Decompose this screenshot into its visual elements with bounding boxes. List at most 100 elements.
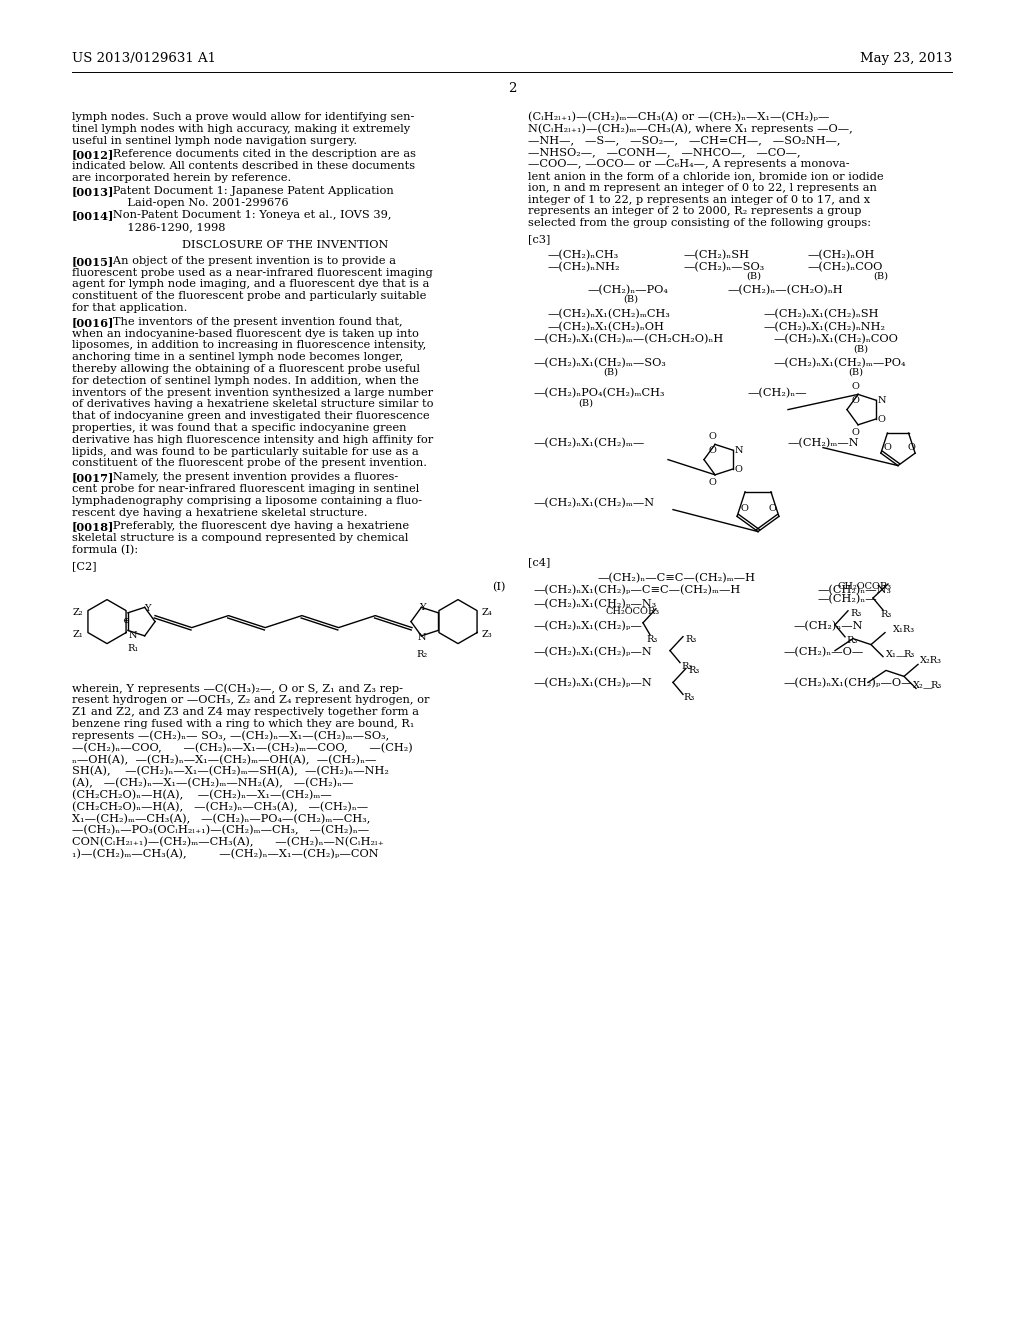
Text: [c4]: [c4] [528, 557, 550, 568]
Text: —(CH₂)ₙ—N₃: —(CH₂)ₙ—N₃ [818, 585, 892, 595]
Text: [0016]: [0016] [72, 317, 115, 327]
Text: —(CH₂)ₙX₁(CH₂)ₚ—N: —(CH₂)ₙX₁(CH₂)ₚ—N [534, 647, 651, 657]
Text: R₃: R₃ [685, 635, 696, 644]
Text: Z₁: Z₁ [73, 630, 84, 639]
Text: [0014]: [0014] [72, 210, 115, 222]
Text: —(CH₂)ₙ—: —(CH₂)ₙ— [748, 388, 808, 397]
Text: R₁: R₁ [127, 644, 138, 652]
Text: X₁: X₁ [886, 649, 897, 659]
Text: —COO—, —OCO— or —C₆H₄—, A represents a monova-: —COO—, —OCO— or —C₆H₄—, A represents a m… [528, 160, 850, 169]
Text: represents —(CH₂)ₙ— SO₃, —(CH₂)ₙ—X₁—(CH₂)ₘ—SO₃,: represents —(CH₂)ₙ— SO₃, —(CH₂)ₙ—X₁—(CH₂… [72, 731, 389, 742]
Text: —NH—,   —S—,   —SO₂—,   —CH=CH—,   —SO₂NH—,: —NH—, —S—, —SO₂—, —CH=CH—, —SO₂NH—, [528, 136, 841, 145]
Text: —(CH₂)ₙCH₃: —(CH₂)ₙCH₃ [548, 249, 620, 260]
Text: —(CH₂)ₘ—N: —(CH₂)ₘ—N [788, 438, 859, 447]
Text: [0015]: [0015] [72, 256, 115, 267]
Text: (B): (B) [853, 345, 868, 354]
Text: fluorescent probe used as a near-infrared fluorescent imaging: fluorescent probe used as a near-infrare… [72, 268, 433, 277]
Text: O: O [851, 428, 859, 437]
Text: cent probe for near-infrared fluorescent imaging in sentinel: cent probe for near-infrared fluorescent… [72, 484, 419, 494]
Text: R₃: R₃ [846, 636, 857, 644]
Text: anchoring time in a sentinel lymph node becomes longer,: anchoring time in a sentinel lymph node … [72, 352, 403, 362]
Text: represents an integer of 2 to 2000, R₂ represents a group: represents an integer of 2 to 2000, R₂ r… [528, 206, 861, 216]
Text: Z₃: Z₃ [482, 630, 493, 639]
Text: —(CH₂)ₙ—PO₃(OCₗH₂ₗ₊₁)—(CH₂)ₘ—CH₃,   —(CH₂)ₙ—: —(CH₂)ₙ—PO₃(OCₗH₂ₗ₊₁)—(CH₂)ₘ—CH₃, —(CH₂)… [72, 825, 369, 836]
Text: —(CH₂)ₙ—N: —(CH₂)ₙ—N [793, 620, 862, 631]
Text: tinel lymph nodes with high accuracy, making it extremely: tinel lymph nodes with high accuracy, ma… [72, 124, 411, 133]
Text: May 23, 2013: May 23, 2013 [860, 51, 952, 65]
Text: Namely, the present invention provides a fluores-: Namely, the present invention provides a… [102, 473, 398, 482]
Text: selected from the group consisting of the following groups:: selected from the group consisting of th… [528, 218, 871, 228]
Text: lent anion in the form of a chloride ion, bromide ion or iodide: lent anion in the form of a chloride ion… [528, 172, 884, 181]
Text: ⊕: ⊕ [123, 616, 130, 624]
Text: The inventors of the present invention found that,: The inventors of the present invention f… [102, 317, 402, 327]
Text: R₃: R₃ [681, 661, 692, 671]
Text: inventors of the present invention synthesized a large number: inventors of the present invention synth… [72, 388, 433, 397]
Text: (CH₂CH₂O)ₙ—H(A),   —(CH₂)ₙ—CH₃(A),   —(CH₂)ₙ—: (CH₂CH₂O)ₙ—H(A), —(CH₂)ₙ—CH₃(A), —(CH₂)ₙ… [72, 801, 368, 812]
Text: formula (I):: formula (I): [72, 545, 138, 556]
Text: (B): (B) [623, 294, 638, 304]
Text: O: O [709, 446, 717, 455]
Text: (A),   —(CH₂)ₙ—X₁—(CH₂)ₘ—NH₂(A),   —(CH₂)ₙ—: (A), —(CH₂)ₙ—X₁—(CH₂)ₘ—NH₂(A), —(CH₂)ₙ— [72, 777, 353, 788]
Text: X₂R₃: X₂R₃ [920, 656, 942, 665]
Text: DISCLOSURE OF THE INVENTION: DISCLOSURE OF THE INVENTION [182, 240, 388, 249]
Text: —(CH₂)ₙ—C≡C—(CH₂)ₘ—H: —(CH₂)ₙ—C≡C—(CH₂)ₘ—H [598, 573, 756, 583]
Text: (CₗH₂ₗ₊₁)—(CH₂)ₘ—CH₃(A) or —(CH₂)ₙ—X₁—(CH₂)ₚ—: (CₗH₂ₗ₊₁)—(CH₂)ₘ—CH₃(A) or —(CH₂)ₙ—X₁—(C… [528, 112, 829, 123]
Text: N(CₗH₂ₗ₊₁)—(CH₂)ₘ—CH₃(A), where X₁ represents —O—,: N(CₗH₂ₗ₊₁)—(CH₂)ₘ—CH₃(A), where X₁ repre… [528, 124, 853, 135]
Text: R₂: R₂ [417, 649, 428, 659]
Text: —(CH₂)ₙX₁(CH₂)ₘ—: —(CH₂)ₙX₁(CH₂)ₘ— [534, 438, 644, 447]
Text: —: — [923, 684, 933, 693]
Text: rescent dye having a hexatriene skeletal structure.: rescent dye having a hexatriene skeletal… [72, 508, 368, 517]
Text: (I): (I) [492, 582, 506, 591]
Text: thereby allowing the obtaining of a fluorescent probe useful: thereby allowing the obtaining of a fluo… [72, 364, 420, 374]
Text: Laid-open No. 2001-299676: Laid-open No. 2001-299676 [102, 198, 289, 207]
Text: —(CH₂)ₙX₁(CH₂)ₙCOO: —(CH₂)ₙX₁(CH₂)ₙCOO [773, 334, 898, 345]
Text: —(CH₂)ₙ—: —(CH₂)ₙ— [818, 594, 878, 605]
Text: —(CH₂)ₙCOO: —(CH₂)ₙCOO [808, 261, 884, 272]
Text: CH₂OCOR₃: CH₂OCOR₃ [838, 582, 892, 591]
Text: of derivatives having a hexatriene skeletal structure similar to: of derivatives having a hexatriene skele… [72, 400, 433, 409]
Text: benzene ring fused with a ring to which they are bound, R₁: benzene ring fused with a ring to which … [72, 719, 415, 729]
Text: CON(CₗH₂ₗ₊₁)—(CH₂)ₘ—CH₃(A),      —(CH₂)ₙ—N(CₗH₂ₗ₊: CON(CₗH₂ₗ₊₁)—(CH₂)ₘ—CH₃(A), —(CH₂)ₙ—N(Cₗ… [72, 837, 384, 847]
Text: X₁R₃: X₁R₃ [893, 624, 915, 634]
Text: integer of 1 to 22, p represents an integer of 0 to 17, and x: integer of 1 to 22, p represents an inte… [528, 194, 870, 205]
Text: when an indocyanine-based fluorescent dye is taken up into: when an indocyanine-based fluorescent dy… [72, 329, 419, 339]
Text: —(CH₂)ₙ—O—: —(CH₂)ₙ—O— [783, 647, 863, 657]
Text: resent hydrogen or —OCH₃, Z₂ and Z₄ represent hydrogen, or: resent hydrogen or —OCH₃, Z₂ and Z₄ repr… [72, 696, 429, 705]
Text: —(CH₂)ₙX₁(CH₂)ₚ—N₃: —(CH₂)ₙX₁(CH₂)ₚ—N₃ [534, 599, 656, 610]
Text: Z₂: Z₂ [73, 607, 84, 616]
Text: (B): (B) [848, 368, 863, 376]
Text: X₁—(CH₂)ₘ—CH₃(A),   —(CH₂)ₙ—PO₄—(CH₂)ₘ—CH₃,: X₁—(CH₂)ₘ—CH₃(A), —(CH₂)ₙ—PO₄—(CH₂)ₘ—CH₃… [72, 813, 371, 824]
Text: useful in sentinel lymph node navigation surgery.: useful in sentinel lymph node navigation… [72, 136, 357, 145]
Text: —(CH₂)ₙSH: —(CH₂)ₙSH [683, 249, 749, 260]
Text: —(CH₂)ₙOH: —(CH₂)ₙOH [808, 249, 876, 260]
Text: —(CH₂)ₙX₁(CH₂)ₚ—O—: —(CH₂)ₙX₁(CH₂)ₚ—O— [783, 678, 912, 689]
Text: agent for lymph node imaging, and a fluorescent dye that is a: agent for lymph node imaging, and a fluo… [72, 280, 429, 289]
Text: are incorporated herein by reference.: are incorporated herein by reference. [72, 173, 291, 183]
Text: Preferably, the fluorescent dye having a hexatriene: Preferably, the fluorescent dye having a… [102, 521, 410, 532]
Text: R₃: R₃ [930, 681, 941, 690]
Text: SH(A),    —(CH₂)ₙ—X₁—(CH₂)ₘ—SH(A),  —(CH₂)ₙ—NH₂: SH(A), —(CH₂)ₙ—X₁—(CH₂)ₘ—SH(A), —(CH₂)ₙ—… [72, 766, 389, 776]
Text: Z₄: Z₄ [482, 607, 493, 616]
Text: 2: 2 [508, 82, 516, 95]
Text: [0017]: [0017] [72, 473, 115, 483]
Text: derivative has high fluorescence intensity and high affinity for: derivative has high fluorescence intensi… [72, 434, 433, 445]
Text: R₃: R₃ [903, 649, 914, 659]
Text: lymph nodes. Such a prove would allow for identifying sen-: lymph nodes. Such a prove would allow fo… [72, 112, 415, 121]
Text: O: O [884, 444, 892, 453]
Text: An object of the present invention is to provide a: An object of the present invention is to… [102, 256, 396, 265]
Text: —(CH₂)ₙX₁(CH₂)ₚ—: —(CH₂)ₙX₁(CH₂)ₚ— [534, 620, 642, 631]
Text: O: O [735, 465, 742, 474]
Text: —(CH₂)ₙX₁(CH₂)ₘCH₃: —(CH₂)ₙX₁(CH₂)ₘCH₃ [548, 309, 671, 319]
Text: O: O [907, 444, 915, 453]
Text: —(CH₂)ₙX₁(CH₂)ₘ—PO₄: —(CH₂)ₙX₁(CH₂)ₘ—PO₄ [773, 358, 905, 368]
Text: liposomes, in addition to increasing in fluorescence intensity,: liposomes, in addition to increasing in … [72, 341, 426, 350]
Text: ion, n and m represent an integer of 0 to 22, l represents an: ion, n and m represent an integer of 0 t… [528, 182, 877, 193]
Text: constituent of the fluorescent probe and particularly suitable: constituent of the fluorescent probe and… [72, 292, 426, 301]
Text: Patent Document 1: Japanese Patent Application: Patent Document 1: Japanese Patent Appli… [102, 186, 394, 195]
Text: —: — [896, 652, 906, 661]
Text: lymphadenography comprising a liposome containing a fluo-: lymphadenography comprising a liposome c… [72, 496, 422, 506]
Text: properties, it was found that a specific indocyanine green: properties, it was found that a specific… [72, 422, 407, 433]
Text: ₙ—OH(A),  —(CH₂)ₙ—X₁—(CH₂)ₘ—OH(A),  —(CH₂)ₙ—: ₙ—OH(A), —(CH₂)ₙ—X₁—(CH₂)ₘ—OH(A), —(CH₂)… [72, 755, 377, 764]
Text: (CH₂CH₂O)ₙ—H(A),    —(CH₂)ₙ—X₁—(CH₂)ₘ—: (CH₂CH₂O)ₙ—H(A), —(CH₂)ₙ—X₁—(CH₂)ₘ— [72, 789, 332, 800]
Text: [0013]: [0013] [72, 186, 115, 197]
